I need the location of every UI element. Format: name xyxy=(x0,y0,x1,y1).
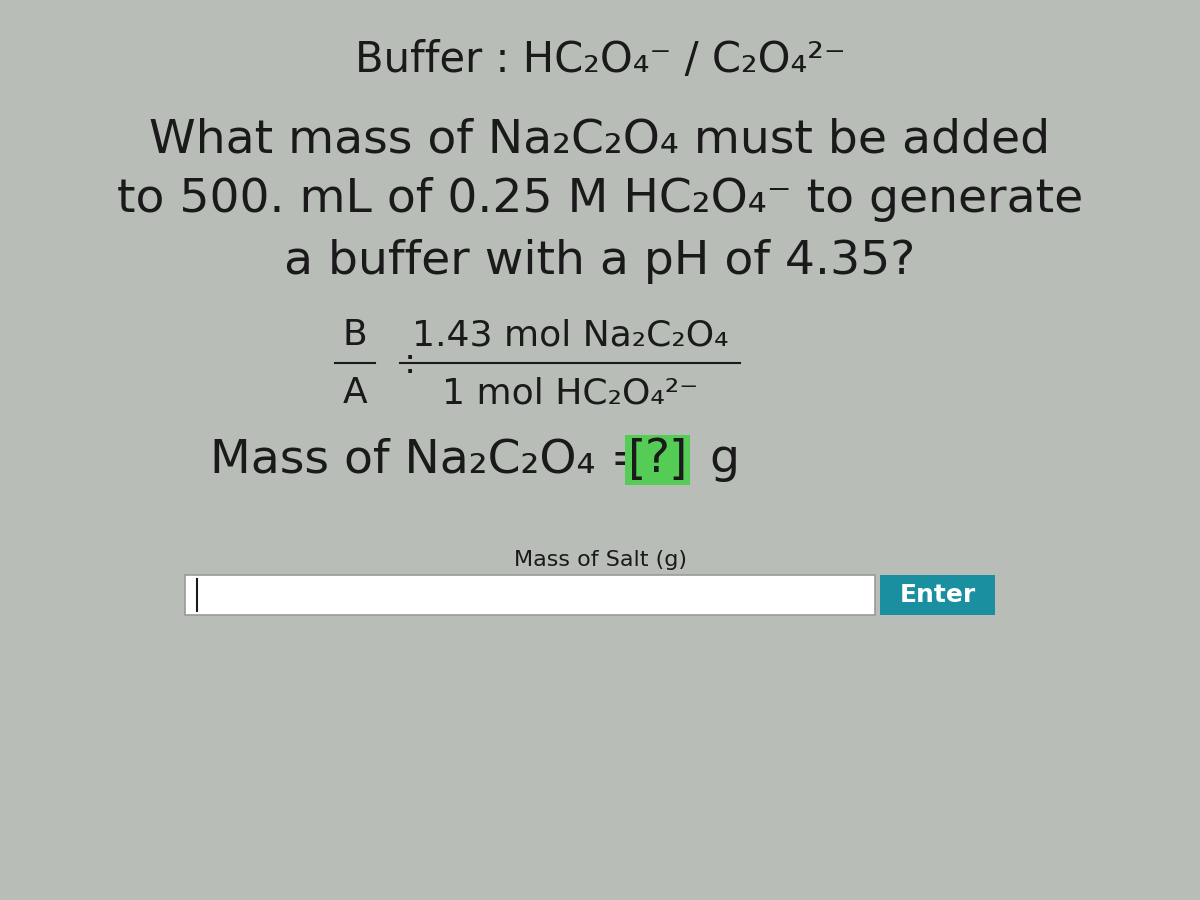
Text: 1 mol HC₂O₄²⁻: 1 mol HC₂O₄²⁻ xyxy=(442,376,698,410)
Bar xyxy=(880,575,995,615)
Text: ?: ? xyxy=(646,437,670,482)
Text: Enter: Enter xyxy=(899,583,976,607)
Bar xyxy=(185,575,875,615)
Text: Buffer : HC₂O₄⁻ / C₂O₄²⁻: Buffer : HC₂O₄⁻ / C₂O₄²⁻ xyxy=(355,39,845,81)
Text: g: g xyxy=(695,437,740,482)
Text: :: : xyxy=(404,346,416,380)
Text: ]: ] xyxy=(668,437,686,482)
Text: a buffer with a pH of 4.35?: a buffer with a pH of 4.35? xyxy=(284,239,916,284)
Text: [: [ xyxy=(628,437,647,482)
Text: to 500. mL of 0.25 M HC₂O₄⁻ to generate: to 500. mL of 0.25 M HC₂O₄⁻ to generate xyxy=(116,177,1084,222)
Text: A: A xyxy=(343,376,367,410)
Text: B: B xyxy=(343,318,367,352)
Bar xyxy=(625,435,690,485)
Text: 1.43 mol Na₂C₂O₄: 1.43 mol Na₂C₂O₄ xyxy=(412,318,728,352)
Text: What mass of Na₂C₂O₄ must be added: What mass of Na₂C₂O₄ must be added xyxy=(150,118,1050,163)
Text: Mass of Na₂C₂O₄ =: Mass of Na₂C₂O₄ = xyxy=(210,437,665,482)
Text: Mass of Salt (g): Mass of Salt (g) xyxy=(514,550,686,570)
